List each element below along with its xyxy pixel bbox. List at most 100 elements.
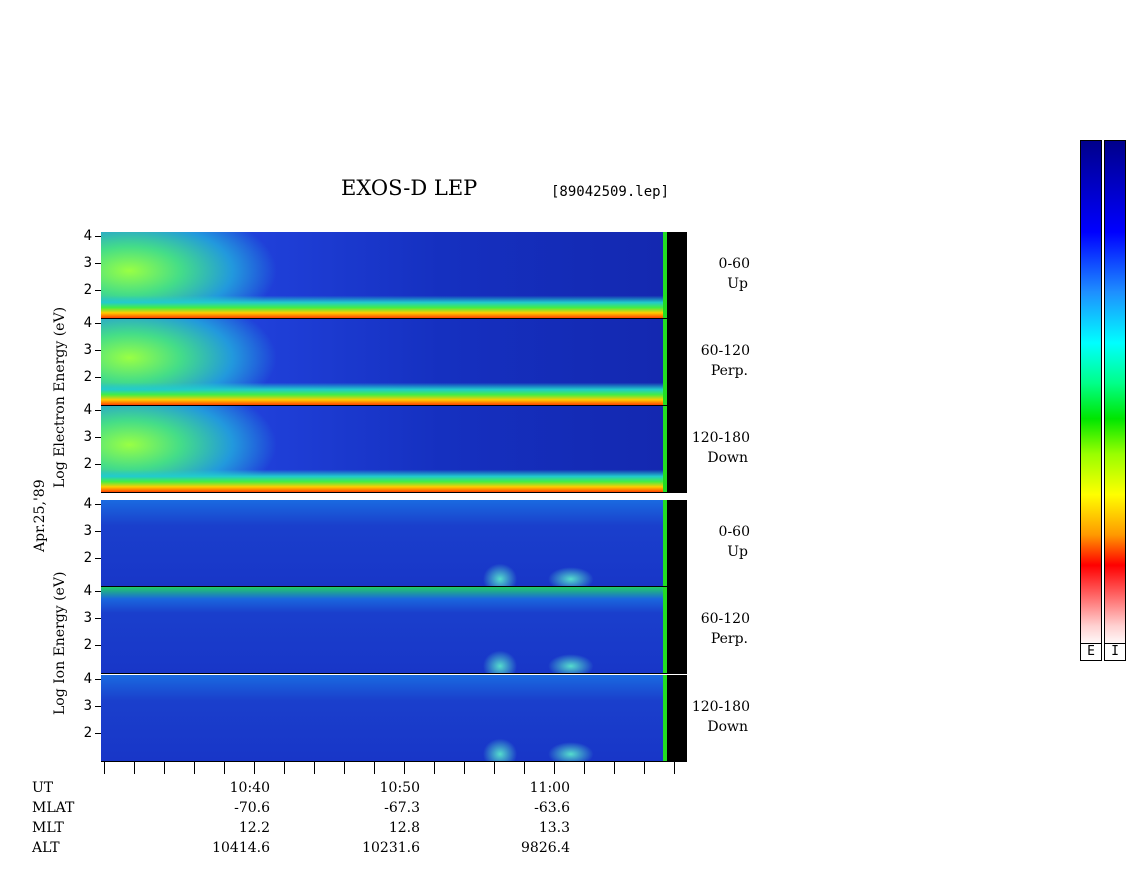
axis-row-value: 12.8 (388, 820, 420, 836)
x-tick-mark (464, 762, 465, 774)
y-tick-mark (95, 464, 101, 465)
y-tick-mark (95, 558, 101, 559)
y-tick-label: 2 (83, 282, 92, 298)
pitch-range-label: 120-180 (691, 699, 750, 715)
pitch-range-label: 60-120 (700, 611, 750, 627)
y-tick-mark (95, 290, 101, 291)
x-tick-mark (614, 762, 615, 774)
y-tick-label: 4 (83, 671, 92, 687)
y-tick-label: 4 (83, 583, 92, 599)
y-tick-mark (95, 531, 101, 532)
x-tick-mark (254, 762, 255, 774)
axis-row-value: 10231.6 (362, 840, 420, 856)
axis-row-value: 10414.6 (212, 840, 270, 856)
axis-row-value: 10:40 (229, 780, 270, 796)
axis-row-value: 11:00 (529, 780, 570, 796)
y-tick-mark (95, 236, 101, 237)
x-tick-mark (194, 762, 195, 774)
ion-spectrogram-up (101, 500, 667, 587)
y-tick-label: 4 (83, 402, 92, 418)
chart-title: EXOS-D LEP (341, 176, 478, 200)
ion-axis-label: Log Ion Energy (eV) (52, 571, 68, 715)
y-tick-mark (95, 350, 101, 351)
x-tick-mark (584, 762, 585, 774)
y-tick-mark (95, 377, 101, 378)
axis-row-value: 9826.4 (521, 840, 570, 856)
y-tick-mark (95, 263, 101, 264)
y-tick-label: 4 (83, 496, 92, 512)
ion-spectrogram-perp (101, 587, 667, 674)
x-tick-mark (344, 762, 345, 774)
y-tick-mark (95, 733, 101, 734)
axis-row-value: 12.2 (238, 820, 270, 836)
colorbar-label-e: E (1080, 643, 1102, 661)
pitch-direction-label: Up (727, 544, 748, 560)
y-tick-label: 3 (83, 342, 92, 358)
axis-row-value: 10:50 (379, 780, 420, 796)
axis-row-name: MLAT (32, 800, 75, 816)
axis-row-value: -67.3 (384, 800, 420, 816)
axis-row-value: -70.6 (234, 800, 270, 816)
electron-colorbar (1080, 140, 1102, 647)
electron-spectrogram-down (101, 406, 667, 493)
y-tick-label: 3 (83, 610, 92, 626)
panel-data-gap (667, 587, 687, 674)
date-label: Apr.25,'89 (32, 479, 48, 552)
pitch-range-label: 60-120 (700, 343, 750, 359)
colorbar-label-i: I (1104, 643, 1126, 661)
ion-spectrogram-down (101, 675, 667, 762)
x-tick-mark (434, 762, 435, 774)
panel-data-gap (667, 675, 687, 762)
pitch-range-label: 0-60 (718, 524, 750, 540)
y-tick-mark (95, 645, 101, 646)
y-tick-mark (95, 591, 101, 592)
axis-row-value: 13.3 (538, 820, 570, 836)
panel-data-gap (667, 319, 687, 406)
y-tick-label: 3 (83, 523, 92, 539)
electron-axis-label: Log Electron Energy (eV) (52, 306, 68, 488)
axis-row-name: UT (32, 780, 54, 796)
x-tick-mark (164, 762, 165, 774)
y-tick-label: 3 (83, 429, 92, 445)
y-tick-mark (95, 323, 101, 324)
x-axis (101, 761, 687, 762)
x-tick-mark (374, 762, 375, 774)
electron-spectrogram-up (101, 232, 667, 319)
pitch-range-label: 120-180 (691, 430, 750, 446)
x-tick-mark (284, 762, 285, 774)
x-tick-mark (134, 762, 135, 774)
pitch-direction-label: Perp. (710, 363, 748, 379)
axis-row-value: -63.6 (534, 800, 570, 816)
y-tick-label: 2 (83, 456, 92, 472)
y-tick-label: 2 (83, 725, 92, 741)
pitch-range-label: 0-60 (718, 256, 750, 272)
y-tick-label: 2 (83, 637, 92, 653)
x-tick-mark (524, 762, 525, 774)
y-tick-mark (95, 437, 101, 438)
y-tick-mark (95, 410, 101, 411)
y-tick-mark (95, 504, 101, 505)
x-tick-mark (674, 762, 675, 774)
x-tick-mark (224, 762, 225, 774)
panel-data-gap (667, 232, 687, 319)
y-tick-label: 4 (83, 315, 92, 331)
pitch-direction-label: Down (707, 719, 748, 735)
x-tick-mark (404, 762, 405, 774)
panel-data-gap (667, 406, 687, 493)
panel-data-gap (667, 500, 687, 587)
x-tick-mark (104, 762, 105, 774)
file-name: [89042509.lep] (551, 184, 670, 200)
y-tick-label: 2 (83, 550, 92, 566)
y-tick-mark (95, 706, 101, 707)
y-tick-label: 3 (83, 255, 92, 271)
y-tick-label: 4 (83, 228, 92, 244)
pitch-direction-label: Down (707, 450, 748, 466)
axis-row-name: MLT (32, 820, 64, 836)
x-tick-mark (644, 762, 645, 774)
pitch-direction-label: Up (727, 276, 748, 292)
ion-colorbar (1104, 140, 1126, 647)
y-tick-label: 2 (83, 369, 92, 385)
electron-spectrogram-perp (101, 319, 667, 406)
x-tick-mark (554, 762, 555, 774)
y-tick-mark (95, 679, 101, 680)
